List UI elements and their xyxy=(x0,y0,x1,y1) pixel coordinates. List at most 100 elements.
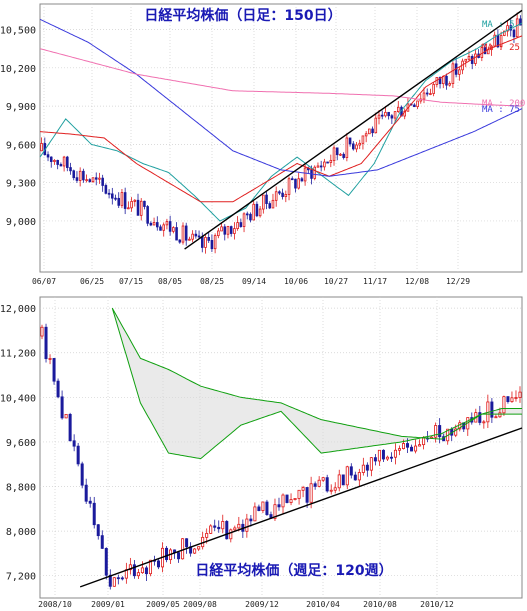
candle-body xyxy=(352,143,355,150)
candle-body xyxy=(365,464,369,471)
candle-body xyxy=(325,477,329,492)
candle-body xyxy=(249,518,253,522)
candle-body xyxy=(178,239,182,243)
candle-body xyxy=(75,177,79,181)
y-tick-label: 9,600 xyxy=(6,438,36,449)
candle-body xyxy=(132,564,136,577)
candle-body xyxy=(478,412,482,423)
x-tick-label: 2008/10 xyxy=(38,600,72,609)
y-tick-label: 12,000 xyxy=(0,304,36,315)
candle-body xyxy=(100,535,104,549)
candle-body xyxy=(357,472,361,481)
y-tick-label: 9,300 xyxy=(6,179,36,190)
candle-body xyxy=(133,199,137,202)
y-tick-label: 7,200 xyxy=(6,572,36,583)
y-tick-label: 10,400 xyxy=(0,393,36,404)
candle-body xyxy=(123,192,127,209)
candle-body xyxy=(323,161,326,168)
cloud-edge-line xyxy=(111,307,522,460)
candle-body xyxy=(482,421,486,424)
candle-body xyxy=(498,412,502,418)
candle-body xyxy=(438,425,442,438)
candle-body xyxy=(387,111,390,117)
x-tick-label: 2009/05 xyxy=(146,600,180,609)
candle-body xyxy=(88,179,92,182)
candle-body xyxy=(397,448,401,451)
candle-body xyxy=(319,165,323,168)
candle-body xyxy=(265,501,269,515)
candle-body xyxy=(165,547,169,561)
ichimoku-cloud xyxy=(112,308,523,459)
series-line-ma-25 xyxy=(39,35,523,203)
candle-body xyxy=(373,457,377,462)
candle-body xyxy=(165,221,169,226)
candle-body xyxy=(510,397,514,402)
chart-title: 日経平均株価（日足：150日） xyxy=(144,7,341,24)
x-tick-label: 06/25 xyxy=(80,277,104,286)
candle-body xyxy=(91,177,95,182)
candle-body xyxy=(305,487,309,503)
candle-body xyxy=(294,178,297,189)
candle-body xyxy=(438,77,442,85)
candle-body xyxy=(326,161,329,164)
candle-body xyxy=(46,154,50,158)
candle-body xyxy=(104,547,108,576)
candle-body xyxy=(384,111,387,117)
candle-body xyxy=(448,83,451,86)
candle-body xyxy=(56,380,60,398)
candle-body xyxy=(422,437,426,446)
candle-body xyxy=(242,213,246,227)
candle-body xyxy=(332,147,336,161)
candle-body xyxy=(361,464,365,473)
candle-body xyxy=(313,483,317,487)
candle-body xyxy=(217,230,220,237)
candle-body xyxy=(402,443,406,450)
candle-body xyxy=(204,236,207,248)
candle-body xyxy=(48,358,52,360)
candle-body xyxy=(355,144,358,150)
candle-body xyxy=(377,449,381,462)
series-line-ma-200 xyxy=(39,48,523,107)
candle-body xyxy=(62,156,66,167)
candle-body xyxy=(410,446,414,452)
candle-body xyxy=(168,221,172,232)
candle-body xyxy=(371,128,374,134)
candle-body xyxy=(368,128,371,135)
candle-body xyxy=(300,178,304,182)
candle-body xyxy=(96,524,100,537)
candle-body xyxy=(381,449,385,460)
candle-body xyxy=(293,498,297,500)
candle-body xyxy=(493,34,496,47)
candle-body xyxy=(175,227,178,241)
candle-body xyxy=(172,227,175,232)
candle-body xyxy=(345,466,349,486)
series-line-ma-75 xyxy=(39,18,523,177)
candle-body xyxy=(181,538,185,560)
candle-body xyxy=(361,135,365,144)
candle-body xyxy=(49,156,53,162)
candle-body xyxy=(297,489,301,499)
candle-body xyxy=(78,170,82,181)
candle-body xyxy=(217,526,221,530)
candle-body xyxy=(512,29,516,38)
candle-body xyxy=(454,428,458,436)
candle-body xyxy=(432,84,435,94)
candle-body xyxy=(425,92,429,95)
candle-body xyxy=(146,206,149,224)
candle-body xyxy=(156,222,159,228)
candle-body xyxy=(209,525,213,534)
candle-body xyxy=(108,574,112,587)
candle-body xyxy=(418,444,422,447)
candle-body xyxy=(159,226,162,231)
candle-body xyxy=(313,166,317,179)
candle-body xyxy=(64,413,68,419)
candle-body xyxy=(193,548,197,554)
candle-body xyxy=(207,236,210,241)
y-tick-label: 10,200 xyxy=(0,64,36,75)
candle-body xyxy=(156,560,160,568)
candle-body xyxy=(237,523,241,529)
candle-body xyxy=(414,445,418,452)
candle-body xyxy=(329,489,333,492)
candle-body xyxy=(114,197,117,200)
candle-body xyxy=(277,504,281,508)
